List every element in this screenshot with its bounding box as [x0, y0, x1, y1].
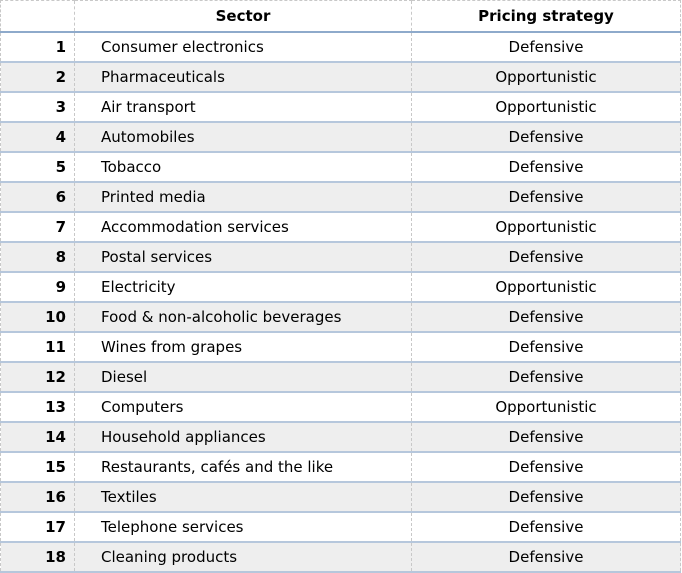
row-number: 3 [0, 92, 75, 123]
pricing-strategy-cell: Opportunistic [411, 62, 681, 93]
pricing-strategy-cell: Opportunistic [411, 92, 681, 123]
sector-cell: Cleaning products [74, 542, 412, 573]
sector-cell: Pharmaceuticals [74, 62, 412, 93]
sector-cell: Consumer electronics [74, 32, 412, 63]
pricing-strategy-cell: Defensive [411, 542, 681, 573]
row-number: 8 [0, 242, 75, 273]
table-row: 14 Household appliances Defensive [0, 422, 681, 453]
table-row: 16 Textiles Defensive [0, 482, 681, 513]
sector-cell: Air transport [74, 92, 412, 123]
pricing-strategy-cell: Opportunistic [411, 392, 681, 423]
table-row: 17 Telephone services Defensive [0, 512, 681, 543]
row-number: 4 [0, 122, 75, 153]
pricing-strategy-cell: Defensive [411, 332, 681, 363]
row-number: 6 [0, 182, 75, 213]
table-row: 12 Diesel Defensive [0, 362, 681, 393]
sector-cell: Electricity [74, 272, 412, 303]
table-row: 6 Printed media Defensive [0, 182, 681, 213]
pricing-strategy-cell: Defensive [411, 242, 681, 273]
sector-cell: Computers [74, 392, 412, 423]
row-number: 13 [0, 392, 75, 423]
sector-cell: Household appliances [74, 422, 412, 453]
pricing-strategy-cell: Defensive [411, 32, 681, 63]
row-number: 11 [0, 332, 75, 363]
table-row: 11 Wines from grapes Defensive [0, 332, 681, 363]
row-number: 5 [0, 152, 75, 183]
sector-cell: Automobiles [74, 122, 412, 153]
pricing-strategy-cell: Opportunistic [411, 212, 681, 243]
sector-cell: Wines from grapes [74, 332, 412, 363]
header-sector: Sector [74, 0, 412, 33]
table-row: 3 Air transport Opportunistic [0, 92, 681, 123]
sector-cell: Diesel [74, 362, 412, 393]
sector-cell: Telephone services [74, 512, 412, 543]
pricing-strategy-cell: Defensive [411, 452, 681, 483]
sector-cell: Textiles [74, 482, 412, 513]
table-row: 8 Postal services Defensive [0, 242, 681, 273]
pricing-strategy-cell: Defensive [411, 482, 681, 513]
pricing-strategy-cell: Defensive [411, 362, 681, 393]
row-number: 10 [0, 302, 75, 333]
table-row: 1 Consumer electronics Defensive [0, 32, 681, 63]
pricing-strategy-cell: Defensive [411, 152, 681, 183]
table-row: 2 Pharmaceuticals Opportunistic [0, 62, 681, 93]
pricing-strategy-cell: Defensive [411, 422, 681, 453]
table-row: 13 Computers Opportunistic [0, 392, 681, 423]
sector-cell: Postal services [74, 242, 412, 273]
table-row: 4 Automobiles Defensive [0, 122, 681, 153]
pricing-strategy-cell: Opportunistic [411, 272, 681, 303]
header-number [0, 0, 75, 33]
sector-cell: Printed media [74, 182, 412, 213]
table-row: 9 Electricity Opportunistic [0, 272, 681, 303]
pricing-strategy-cell: Defensive [411, 182, 681, 213]
pricing-strategy-cell: Defensive [411, 302, 681, 333]
table-body: 1 Consumer electronics Defensive 2 Pharmaceu… [0, 32, 681, 573]
row-number: 14 [0, 422, 75, 453]
row-number: 17 [0, 512, 75, 543]
sector-cell: Food & non-alcoholic beverages [74, 302, 412, 333]
table-row: 7 Accommodation services Opportunistic [0, 212, 681, 243]
pricing-strategy-cell: Defensive [411, 122, 681, 153]
header-pricing-strategy: Pricing strategy [411, 0, 681, 33]
sector-cell: Tobacco [74, 152, 412, 183]
sector-cell: Restaurants, cafés and the like [74, 452, 412, 483]
table-row: 10 Food & non-alcoholic beverages Defensiv… [0, 302, 681, 333]
row-number: 15 [0, 452, 75, 483]
row-number: 16 [0, 482, 75, 513]
sector-cell: Accommodation services [74, 212, 412, 243]
row-number: 1 [0, 32, 75, 63]
pricing-strategy-cell: Defensive [411, 512, 681, 543]
row-number: 9 [0, 272, 75, 303]
row-number: 2 [0, 62, 75, 93]
header-row: Sector Pricing strategy [0, 0, 681, 33]
table-header: Sector Pricing strategy [0, 0, 681, 33]
row-number: 12 [0, 362, 75, 393]
table-row: 15 Restaurants, cafés and the like Defensi… [0, 452, 681, 483]
row-number: 7 [0, 212, 75, 243]
row-number: 18 [0, 542, 75, 573]
table-row: 5 Tobacco Defensive [0, 152, 681, 183]
table-row: 18 Cleaning products Defensive [0, 542, 681, 573]
